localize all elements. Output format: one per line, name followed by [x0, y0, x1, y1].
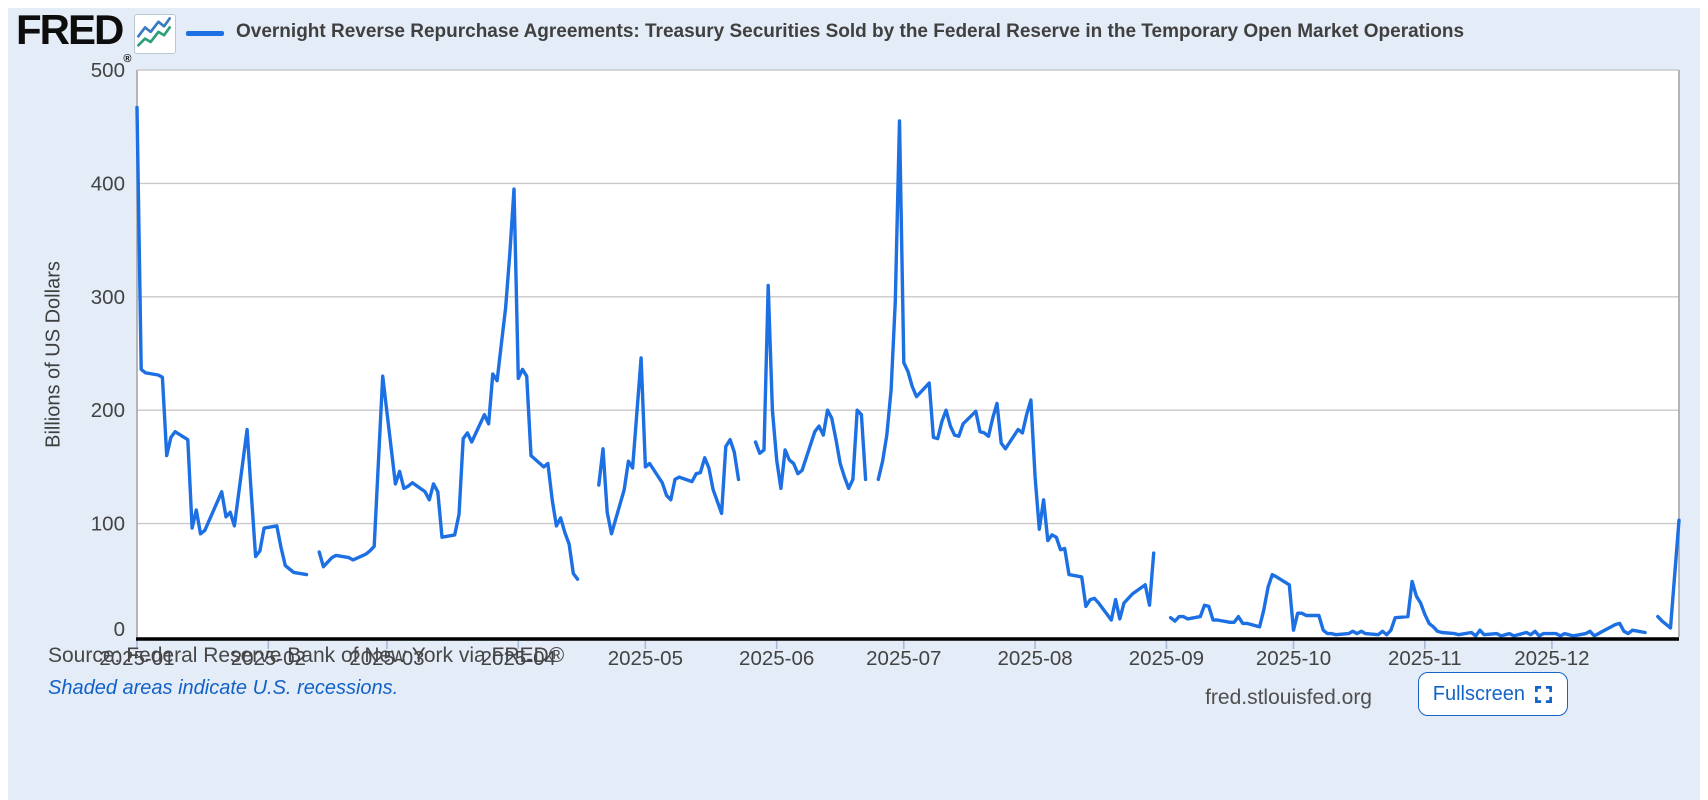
x-tick-label-2025-01: 2025-01 — [99, 647, 174, 670]
site-url-text: fred.stlouisfed.org — [1205, 686, 1372, 709]
data-line-segment-3 — [753, 283, 868, 491]
y-tick-label-0: 0 — [114, 618, 125, 641]
y-axis-label: Billions of US Dollars — [42, 261, 65, 448]
data-line-segment-2 — [597, 356, 741, 536]
y-tick-label-300: 300 — [91, 286, 125, 309]
x-tick-label-2025-02: 2025-02 — [231, 647, 306, 670]
data-line-segment-0 — [135, 105, 309, 577]
data-line-segment-5 — [1168, 572, 1647, 638]
fullscreen-button[interactable]: Fullscreen — [1417, 672, 1568, 716]
x-tick-label-2025-04: 2025-04 — [481, 647, 556, 670]
data-line-segment-1 — [317, 187, 580, 581]
fred-logo[interactable]: FRED® — [16, 6, 131, 65]
recession-note-link[interactable]: Shaded areas indicate U.S. recessions. — [48, 677, 399, 699]
x-tick-label-2025-05: 2025-05 — [608, 647, 683, 670]
y-tick-label-200: 200 — [91, 399, 125, 422]
plot-background — [137, 70, 1679, 637]
x-tick-label-2025-09: 2025-09 — [1129, 647, 1204, 670]
registered-mark: ® — [123, 53, 132, 65]
fred-chart-icon — [134, 14, 176, 54]
y-tick-label-400: 400 — [91, 172, 125, 195]
zigzag-lines-icon — [137, 17, 171, 47]
x-tick-label-2025-12: 2025-12 — [1514, 647, 1589, 670]
x-tick-label-2025-06: 2025-06 — [739, 647, 814, 670]
source-text: Source: Federal Reserve Bank of New York… — [48, 644, 565, 667]
chart-title: Overnight Reverse Repurchase Agreements:… — [236, 21, 1465, 42]
fullscreen-icon — [1535, 685, 1552, 703]
fred-logo-text: FRED — [16, 6, 124, 53]
x-tick-label-2025-03: 2025-03 — [349, 647, 424, 670]
y-tick-label-100: 100 — [91, 513, 125, 536]
legend-line-swatch — [186, 31, 224, 36]
y-tick-label-500: 500 — [91, 59, 125, 82]
chart-plot: 0 100 200 300 400 500 2025-01 2025-02 2025-03 202… — [91, 59, 1681, 670]
data-line-segment-4 — [876, 119, 1156, 622]
data-line-segment-6 — [1656, 518, 1681, 630]
x-tick-label-2025-07: 2025-07 — [866, 647, 941, 670]
x-tick-label-2025-08: 2025-08 — [997, 647, 1072, 670]
fullscreen-button-label: Fullscreen — [1432, 682, 1525, 705]
x-tick-label-2025-10: 2025-10 — [1256, 647, 1331, 670]
x-tick-label-2025-11: 2025-11 — [1388, 647, 1462, 670]
